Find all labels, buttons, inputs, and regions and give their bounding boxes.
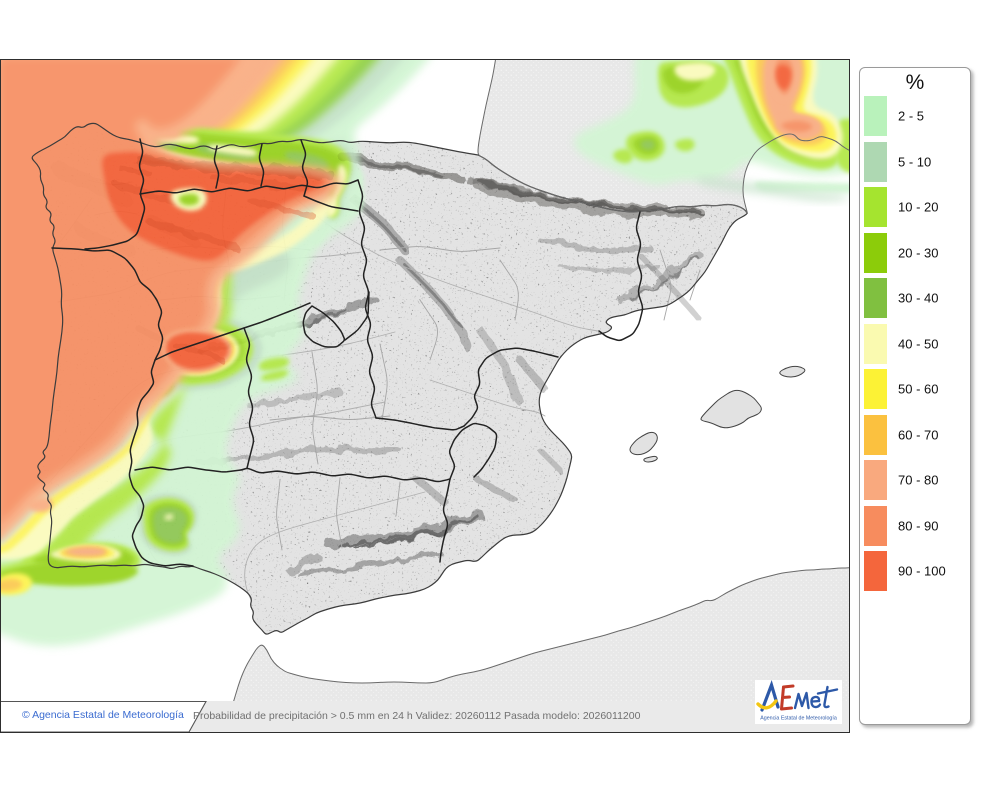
- svg-text:Agencia Estatal de Meteorologí: Agencia Estatal de Meteorología: [760, 716, 837, 722]
